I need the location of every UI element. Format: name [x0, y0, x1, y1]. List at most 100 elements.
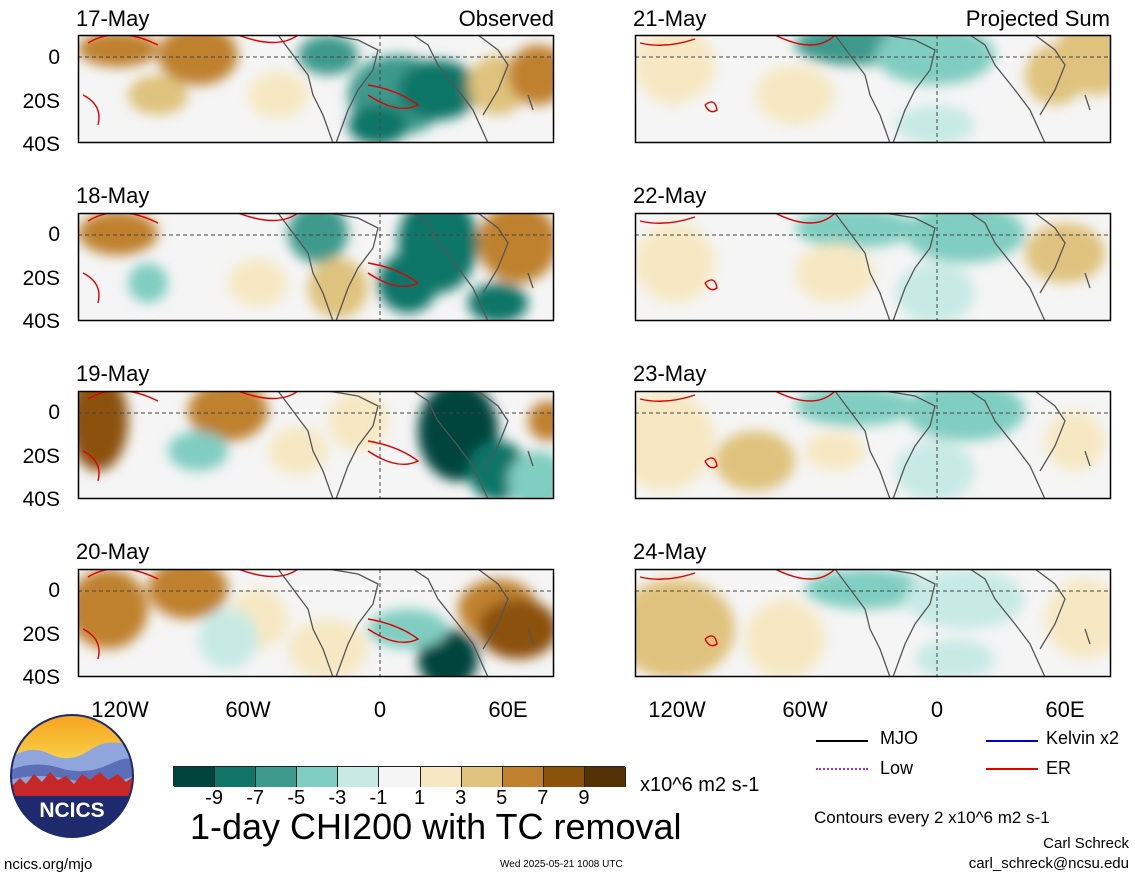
lon-label: 60E	[1045, 697, 1085, 722]
colorbar-tick-label: -1	[369, 787, 388, 809]
anomaly-blob	[905, 213, 1025, 263]
lat-label: 40S	[22, 488, 60, 511]
anomaly-blob	[915, 639, 995, 677]
date-label-right-4: 24-May	[633, 539, 707, 564]
anomaly-blob	[478, 213, 554, 283]
anomaly-blob	[905, 391, 1025, 441]
anomaly-blob	[308, 258, 368, 318]
legend-label-mjo: MJO	[880, 728, 918, 748]
panel-frame	[634, 34, 1112, 144]
anomaly-blob	[755, 65, 835, 125]
date-label-right-2: 22-May	[633, 183, 707, 208]
anomaly-blob	[895, 441, 975, 499]
legend-label-low: Low	[880, 758, 914, 778]
colorbar-tick-label: 7	[537, 787, 549, 809]
lon-label: 60E	[488, 697, 528, 722]
projected-label: Projected Sum	[965, 6, 1110, 31]
lat-label: 0	[48, 46, 60, 69]
anomaly-blob	[288, 619, 368, 677]
contour-note: Contours every 2 x10^6 m2 s-1	[814, 808, 1050, 827]
legend-swatch-mjo	[816, 740, 868, 742]
panel-frame	[634, 390, 1112, 500]
land-outline	[277, 569, 534, 677]
map-panel	[77, 34, 555, 144]
land-outline	[277, 391, 534, 499]
anomaly-blob	[805, 431, 865, 471]
colorbar-swatch	[420, 767, 462, 787]
panel-frame	[77, 212, 555, 322]
lat-label: 20S	[22, 90, 60, 113]
lat-label: 40S	[22, 310, 60, 333]
figure-title: 1-day CHI200 with TC removal	[190, 806, 682, 847]
anomaly-blob	[528, 401, 554, 441]
lon-label: 120W	[648, 697, 706, 722]
lon-label: 60W	[782, 697, 828, 722]
anomaly-blob	[635, 391, 715, 491]
anomaly-blob	[248, 71, 308, 119]
er-contour	[639, 213, 836, 291]
er-contour	[82, 213, 420, 304]
anomaly-blob	[78, 391, 128, 471]
colorbar-swatch	[461, 767, 503, 787]
anomaly-blob	[78, 213, 158, 255]
colorbar-tick-label: 5	[496, 787, 508, 809]
colorbar-units: x10^6 m2 s-1	[640, 774, 760, 796]
lat-label: 0	[48, 579, 60, 602]
anomaly-shading	[78, 391, 554, 499]
lon-label: 0	[930, 697, 944, 722]
lat-label: 20S	[22, 623, 60, 646]
anomaly-shading	[78, 213, 554, 321]
anomaly-blob	[268, 427, 328, 475]
anomaly-blob	[1025, 45, 1085, 105]
anomaly-blob	[398, 60, 478, 120]
map-panel	[634, 34, 1112, 144]
anomaly-blob	[635, 35, 715, 105]
colorbar-swatch	[502, 767, 544, 787]
anomaly-blob	[468, 283, 528, 321]
panel-frame	[77, 34, 555, 144]
anomaly-blob	[128, 263, 168, 303]
land-outline	[834, 35, 1091, 143]
colorbar-swatch	[379, 767, 421, 787]
timestamp: Wed 2025-05-21 1008 UTC	[500, 859, 623, 870]
lat-label: 40S	[22, 666, 60, 689]
colorbar-swatch	[584, 767, 626, 787]
anomaly-shading	[635, 569, 1111, 677]
colorbar-tick-label: -3	[328, 787, 347, 809]
land-outline	[277, 35, 534, 143]
er-contour	[82, 35, 420, 126]
er-contour	[639, 35, 836, 113]
panel-frame	[634, 568, 1112, 678]
anomaly-blob	[1045, 411, 1105, 471]
author-email[interactable]: carl_schreck@ncsu.edu	[968, 855, 1129, 872]
land-outline	[277, 213, 534, 321]
legend-swatch-kelvin	[986, 740, 1038, 742]
anomaly-shading	[635, 213, 1111, 321]
land-outline	[834, 213, 1091, 321]
land-outline	[834, 391, 1091, 499]
er-contour	[82, 569, 420, 660]
anomaly-blob	[875, 35, 995, 85]
anomaly-blob	[895, 263, 975, 321]
anomaly-blob	[508, 451, 554, 499]
legend-swatch-low	[816, 768, 868, 770]
logo-text: NCICS	[39, 799, 104, 822]
anomaly-blob	[508, 45, 554, 105]
anomaly-shading	[78, 569, 554, 677]
anomaly-blob	[158, 35, 238, 85]
anomaly-blob	[298, 35, 358, 75]
colorbar-tick-label: 3	[455, 787, 467, 809]
site-link[interactable]: ncics.org/mjo	[4, 856, 93, 873]
anomaly-blob	[1025, 223, 1105, 283]
anomaly-blob	[795, 243, 875, 303]
colorbar-tick-label: 1	[413, 787, 426, 809]
colorbar-swatch	[297, 767, 339, 787]
colorbar-swatch	[174, 767, 216, 787]
map-panel	[634, 390, 1112, 500]
date-label-right-3: 23-May	[633, 361, 707, 386]
anomaly-blob	[675, 95, 755, 135]
anomaly-blob	[795, 213, 915, 248]
anomaly-shading	[78, 35, 554, 143]
anomaly-shading	[635, 35, 1111, 143]
panel-frame	[77, 568, 555, 678]
